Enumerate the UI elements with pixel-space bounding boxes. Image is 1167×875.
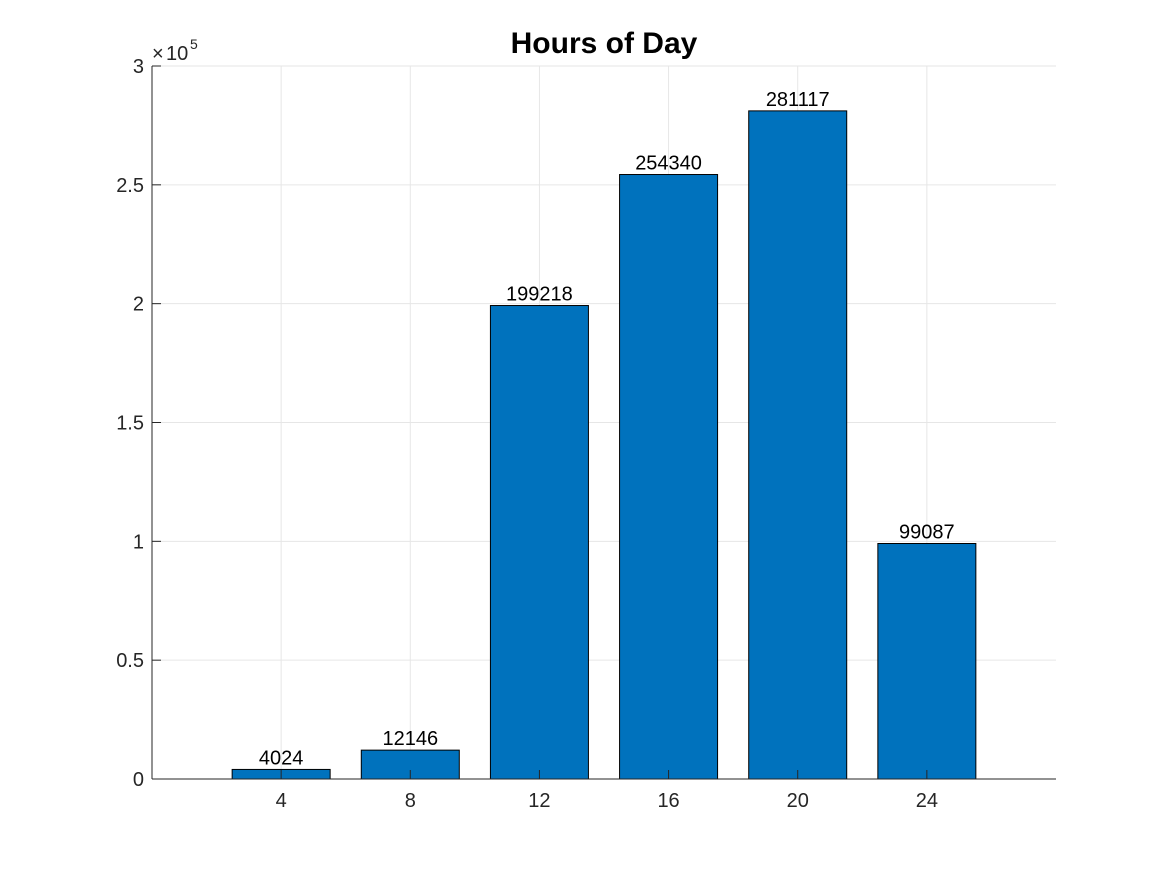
data-label: 254340 xyxy=(635,153,702,175)
y-exponent-power: 5 xyxy=(190,36,198,52)
x-tick-label: 16 xyxy=(657,790,679,812)
x-tick-label: 8 xyxy=(405,790,416,812)
x-tick-label: 24 xyxy=(916,790,938,812)
data-label: 4024 xyxy=(259,747,304,769)
data-label: 12146 xyxy=(382,728,438,750)
y-tick-label: 0.5 xyxy=(116,650,144,672)
y-tick-label: 1.5 xyxy=(116,413,144,435)
axes xyxy=(151,65,1056,780)
x-tick-label: 4 xyxy=(276,790,287,812)
tick-labels: 4 8 12 16 20 24 0 0.5 1 1.5 2 2.5 3 xyxy=(116,56,938,812)
x-tick-label: 20 xyxy=(787,790,809,812)
bar xyxy=(877,543,977,780)
data-label: 199218 xyxy=(506,284,573,306)
y-tick-label: 3 xyxy=(133,56,144,78)
bar xyxy=(748,110,848,780)
bar xyxy=(489,305,589,780)
data-labels: 4024 12146 199218 254340 281117 99087 xyxy=(259,89,955,770)
x-tick-label: 12 xyxy=(528,790,550,812)
y-tick-label: 2.5 xyxy=(116,175,144,197)
bars xyxy=(231,110,977,780)
bar xyxy=(619,174,719,780)
y-tick-label: 1 xyxy=(133,531,144,553)
y-exponent-times: × xyxy=(152,43,164,65)
data-label: 99087 xyxy=(899,522,955,544)
data-label: 281117 xyxy=(766,89,830,111)
y-tick-label: 0 xyxy=(133,769,144,791)
y-tick-label: 2 xyxy=(133,294,144,316)
y-exponent-base: 10 xyxy=(166,43,188,65)
chart-title: Hours of Day xyxy=(511,27,698,60)
y-exponent-label: × 10 5 xyxy=(152,36,198,65)
